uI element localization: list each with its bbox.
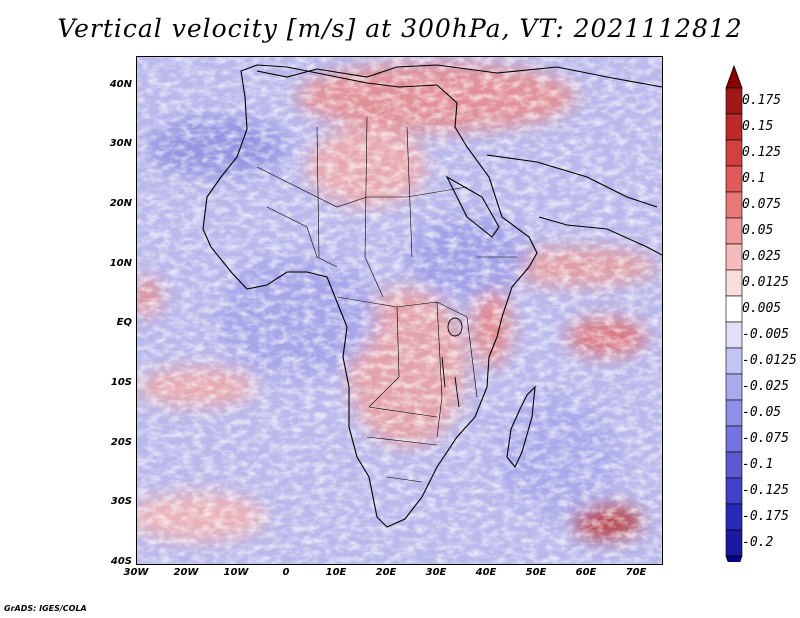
colorbar-swatch [725,113,743,141]
grads-credit: GrADS: IGES/COLA [4,604,87,613]
lon-tick-label: 60E [575,567,597,578]
lon-tick-label: 10W [223,567,249,578]
country-borders [256,116,517,483]
colorbar-label: 0.175 [742,93,782,108]
colorbar-label: -0.025 [742,379,789,394]
colorbar-label: 0.15 [742,119,774,134]
lon-tick-label: 20W [173,567,199,578]
lat-tick-label: 30N [109,138,132,150]
lat-tick-label: EQ [116,317,132,329]
colorbar-max-arrow [725,64,743,89]
colorbar-label: 0.005 [742,301,782,316]
map-plot-area [136,56,663,565]
colorbar [725,64,743,562]
lat-tick-label: 40N [109,78,132,90]
colorbar-swatch [725,87,743,115]
map-title: Vertical velocity [m/s] at 300hPa, VT: 2… [57,14,743,43]
colorbar-swatch [725,191,743,219]
colorbar-swatch [725,321,743,349]
colorbar-label: -0.075 [742,431,789,446]
lat-tick-label: 20S [110,436,132,448]
lake-tanganyika [441,356,446,388]
colorbar-label: 0.05 [742,223,774,238]
coastline [202,64,662,528]
colorbar-label: 0.025 [742,249,782,264]
lon-tick-label: 40E [475,567,497,578]
colorbar-swatch [725,269,743,297]
lon-tick-label: 50E [525,567,547,578]
colorbar-swatch [725,373,743,401]
colorbar-swatch [725,165,743,193]
colorbar-swatch [725,347,743,375]
colorbar-label: -0.125 [742,483,789,498]
colorbar-swatch [725,399,743,427]
colorbar-swatch [725,217,743,245]
colorbar-swatch [725,295,743,323]
colorbar-swatch [725,243,743,271]
colorbar-swatch [725,503,743,531]
colorbar-label: 0.125 [742,145,782,160]
lat-tick-label: 20N [109,198,132,210]
lon-tick-label: 70E [625,567,647,578]
colorbar-label: -0.005 [742,327,789,342]
lat-tick-label: 30S [110,496,132,508]
colorbar-swatch [725,529,743,557]
lon-tick-label: 10E [325,567,347,578]
colorbar-label: -0.05 [742,405,782,420]
colorbar-swatch [725,451,743,479]
lat-tick-label: 10N [109,257,132,269]
colorbar-swatch [725,425,743,453]
colorbar-swatch [725,477,743,505]
lon-tick-label: 30E [425,567,447,578]
lake-malawi [454,376,460,408]
colorbar-label: -0.0125 [742,353,797,368]
colorbar-label: -0.1 [742,457,774,472]
lon-tick-label: 30W [123,567,149,578]
colorbar-label: 0.075 [742,197,782,212]
colorbar-label: 0.1 [742,171,766,186]
lake-victoria [447,317,463,337]
velocity-field-map [137,57,662,564]
lat-tick-label: 10S [110,377,132,389]
colorbar-label: -0.2 [742,535,774,550]
lon-tick-label: 0 [282,567,290,578]
colorbar-label: -0.175 [742,509,789,524]
colorbar-label: 0.0125 [742,275,789,290]
lon-tick-label: 20E [375,567,397,578]
colorbar-min-arrow [725,555,743,562]
lat-tick-label: 40S [110,556,132,567]
colorbar-swatch [725,139,743,167]
